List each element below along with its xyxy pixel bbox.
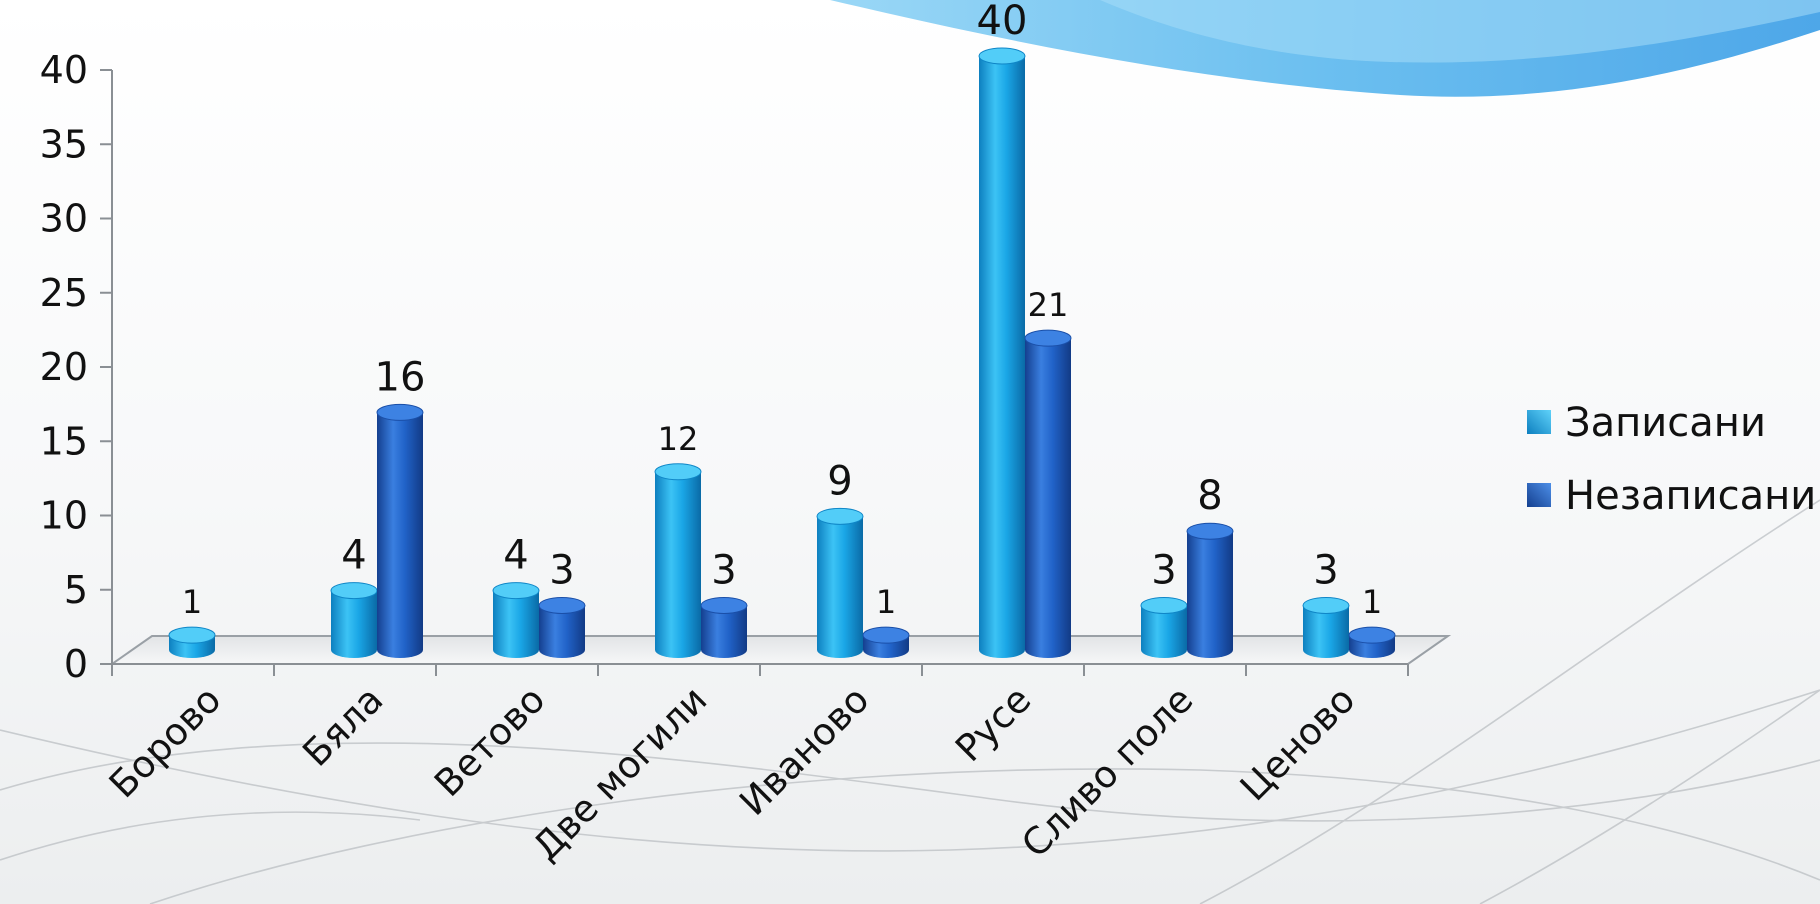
bar-записани-ветово xyxy=(492,582,540,658)
y-tick-label: 25 xyxy=(40,271,88,315)
data-label-незаписани-иваново: 1 xyxy=(876,583,896,621)
bar-top xyxy=(1140,596,1188,614)
data-label-записани-иваново: 9 xyxy=(827,458,852,504)
y-tick-label: 15 xyxy=(40,419,88,463)
bar-записани-сливо-поле xyxy=(1140,596,1188,658)
plot-frame xyxy=(108,70,1452,665)
bar-записани-две-могили xyxy=(654,463,702,658)
bar-body xyxy=(377,412,423,658)
bar-body xyxy=(701,605,747,658)
bar-top xyxy=(376,403,424,421)
data-label-записани-сливо-поле: 3 xyxy=(1151,547,1176,593)
category-label-бяла: Бяла xyxy=(295,678,392,775)
bar-top xyxy=(168,626,216,644)
y-tick-label: 0 xyxy=(64,642,88,686)
bar-body xyxy=(331,590,377,658)
bar-незаписани-русе xyxy=(1024,329,1072,658)
bar-body xyxy=(1025,338,1071,658)
category-label-иваново: Иваново xyxy=(731,678,877,824)
data-label-незаписани-ветово: 3 xyxy=(549,547,574,593)
bar-top xyxy=(654,463,702,481)
bar-незаписани-ценово xyxy=(1348,626,1396,658)
category-label-две-могили: Две могили xyxy=(524,678,715,869)
bar-top xyxy=(816,507,864,525)
bar-записани-борово xyxy=(168,626,216,658)
bar-top xyxy=(1302,596,1350,614)
bar-body xyxy=(655,471,701,658)
bar-body xyxy=(1141,605,1187,658)
legend-label-zapisani: Записани xyxy=(1565,400,1766,446)
data-label-записани-ветово: 4 xyxy=(503,533,528,579)
bar-body xyxy=(493,590,539,658)
category-label-ветово: Ветово xyxy=(426,678,553,805)
data-label-записани-две-могили: 12 xyxy=(658,420,699,458)
bar-незаписани-ветово xyxy=(538,596,586,658)
background-swirls xyxy=(0,499,1820,904)
bar-записани-русе xyxy=(978,47,1026,658)
legend-label-nezapisani: Незаписани xyxy=(1565,473,1816,519)
bar-top xyxy=(700,596,748,614)
y-tick-label: 5 xyxy=(64,568,88,612)
bar-body xyxy=(539,605,585,658)
bar-незаписани-две-могили xyxy=(700,596,748,658)
data-label-записани-ценово: 3 xyxy=(1313,547,1338,593)
bar-записани-иваново xyxy=(816,507,864,658)
bar-top xyxy=(538,596,586,614)
data-label-незаписани-ценово: 1 xyxy=(1362,583,1382,621)
y-tick-label: 10 xyxy=(40,494,88,538)
data-label-записани-русе: 40 xyxy=(977,0,1028,44)
category-label-борово: Борово xyxy=(101,678,229,806)
category-label-русе: Русе xyxy=(947,678,1039,770)
bar-незаписани-иваново xyxy=(862,626,910,658)
y-tick-label: 20 xyxy=(40,345,88,389)
category-label-ценово: Ценово xyxy=(1232,678,1363,809)
bar-top xyxy=(1024,329,1072,347)
bar-top xyxy=(978,47,1026,65)
y-tick-label: 40 xyxy=(40,48,88,92)
bar-top xyxy=(862,626,910,644)
y-tick-label: 30 xyxy=(40,197,88,241)
bar-body xyxy=(1187,531,1233,658)
bar-top xyxy=(330,582,378,600)
data-label-незаписани-бяла: 16 xyxy=(375,354,426,400)
bar-top xyxy=(1186,522,1234,540)
legend-item-nezapisani: Незаписани xyxy=(1527,473,1816,519)
y-tick-label: 35 xyxy=(40,122,88,166)
bar-записани-бяла xyxy=(330,582,378,658)
banner-wave-light xyxy=(1100,0,1820,63)
bar-body xyxy=(817,516,863,658)
bar-body xyxy=(1303,605,1349,658)
bar-body xyxy=(979,56,1025,658)
bar-записани-ценово xyxy=(1302,596,1350,658)
floor xyxy=(108,635,1452,665)
legend-item-zapisani: Записани xyxy=(1527,400,1766,446)
bar-незаписани-бяла xyxy=(376,403,424,658)
bar-top xyxy=(1348,626,1396,644)
bars xyxy=(168,47,1396,658)
legend: Записани Незаписани xyxy=(1527,400,1816,519)
y-axis: 0 5 10 15 20 25 30 35 40 xyxy=(40,48,112,686)
data-label-незаписани-русе: 21 xyxy=(1028,286,1069,324)
data-label-записани-борово: 1 xyxy=(182,583,202,621)
category-label-сливо-поле: Сливо поле xyxy=(1013,678,1201,866)
legend-swatch-zapisani xyxy=(1527,410,1551,434)
data-label-незаписани-сливо-поле: 8 xyxy=(1197,473,1222,519)
bar-незаписани-сливо-поле xyxy=(1186,522,1234,658)
legend-swatch-nezapisani xyxy=(1527,483,1551,507)
data-label-незаписани-две-могили: 3 xyxy=(711,547,736,593)
bar-top xyxy=(492,582,540,600)
data-label-записани-бяла: 4 xyxy=(341,533,366,579)
